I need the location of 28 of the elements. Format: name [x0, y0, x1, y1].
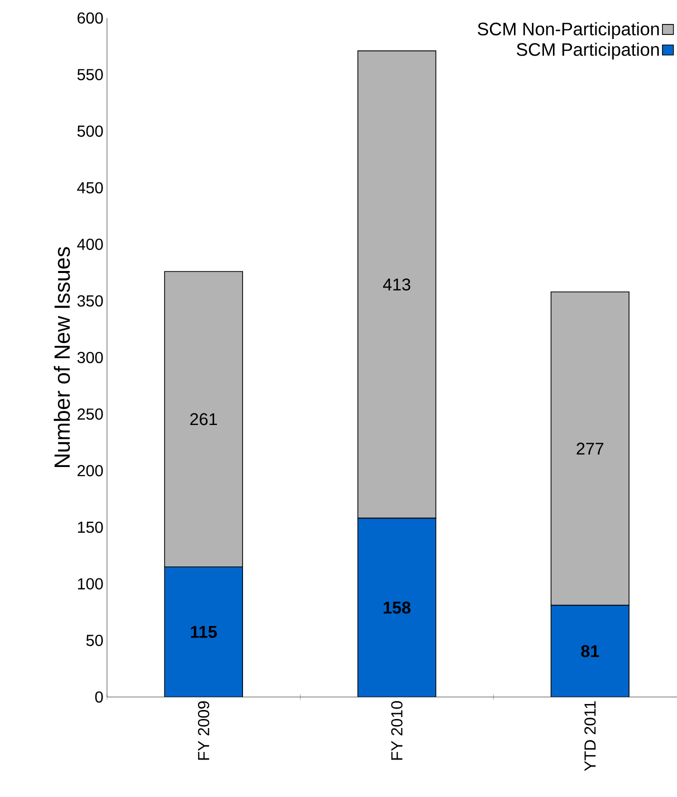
y-axis-title: Number of New Issues	[54, 247, 70, 467]
y-tick-label: 550	[77, 68, 103, 80]
x-tick-label: FY 2010	[391, 701, 402, 760]
data-label: 115	[190, 626, 217, 638]
data-label: 158	[384, 602, 410, 614]
y-tick-label: 150	[78, 522, 103, 533]
data-label: 81	[581, 645, 600, 658]
bar	[550, 604, 630, 697]
legend-label: SCM Non-Participation	[478, 22, 659, 39]
data-label: 261	[190, 413, 217, 426]
y-tick-label: 600	[78, 12, 103, 24]
y-tick-label: 50	[86, 634, 103, 646]
bar	[164, 566, 244, 697]
y-tick-label: 0	[95, 691, 103, 703]
legend-label: SCM Participation	[516, 42, 659, 60]
y-tick-label: 200	[78, 465, 103, 476]
y-tick-label: 250	[78, 408, 103, 420]
y-tick-label: 100	[78, 578, 103, 590]
x-tick-label: YTD 2011	[584, 701, 596, 772]
bar	[357, 518, 436, 697]
y-tick-label: 450	[77, 182, 103, 194]
y-tick-label: 300	[77, 352, 103, 364]
x-tick-label: FY 2009	[198, 701, 210, 760]
y-tick-label: 400	[77, 238, 103, 250]
y-tick-label: 350	[77, 295, 103, 307]
data-label: 413	[383, 278, 410, 291]
y-tick-label: 500	[77, 125, 103, 137]
data-label: 277	[576, 442, 604, 455]
